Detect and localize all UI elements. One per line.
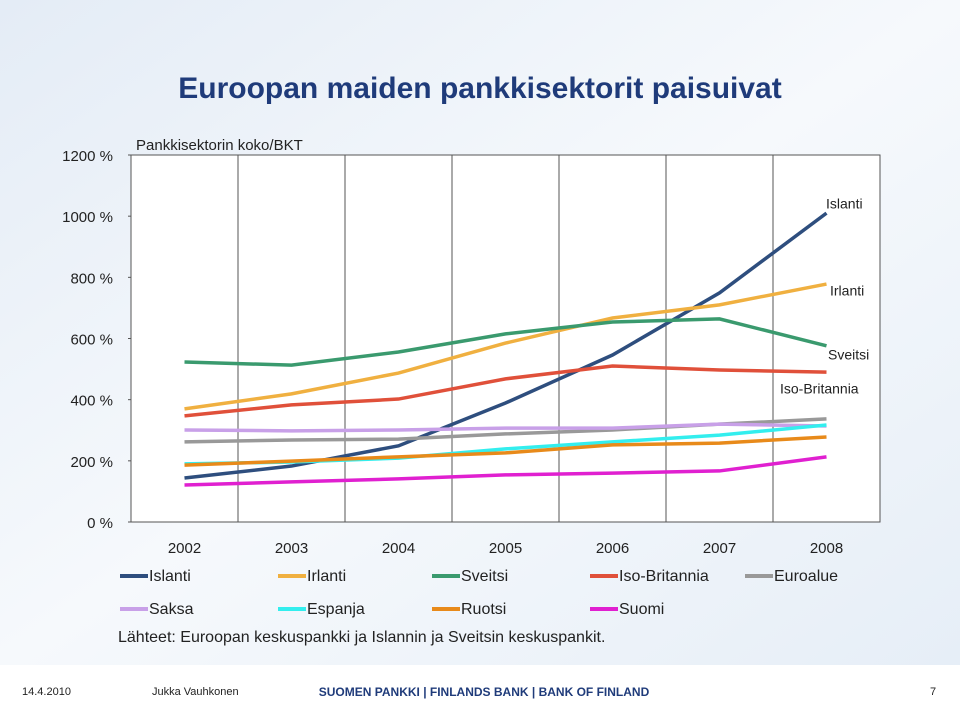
legend-label: Ruotsi <box>461 601 506 618</box>
legend-label: Iso-Britannia <box>619 568 709 585</box>
annotation: Sveitsi <box>828 347 869 363</box>
y-tick-label: 400 % <box>70 393 113 410</box>
legend-label: Irlanti <box>307 568 346 585</box>
subtitle: Pankkisektorin koko/BKT <box>136 137 303 154</box>
y-tick-label: 1000 % <box>62 209 113 226</box>
footer-page: 7 <box>930 686 936 698</box>
legend-label: Suomi <box>619 601 664 618</box>
x-tick-label: 2004 <box>382 540 415 557</box>
annotation: Islanti <box>826 196 863 212</box>
footer-organization: SUOMEN PANKKI | FINLANDS BANK | BANK OF … <box>319 685 650 699</box>
legend-label: Euroalue <box>774 568 838 585</box>
x-tick-label: 2007 <box>703 540 736 557</box>
footer-bar <box>0 665 960 701</box>
chart-title: Euroopan maiden pankkisektorit paisuivat <box>178 72 782 105</box>
y-tick-label: 600 % <box>70 331 113 348</box>
series-line <box>184 211 828 480</box>
y-tick-label: 200 % <box>70 454 113 471</box>
series-line <box>184 435 827 467</box>
source: Lähteet: Euroopan keskuspankki ja Islann… <box>118 629 605 646</box>
x-tick-label: 2008 <box>810 540 843 557</box>
x-tick-label: 2003 <box>275 540 308 557</box>
x-tick-label: 2006 <box>596 540 629 557</box>
legend-label: Sveitsi <box>461 568 508 585</box>
series-line <box>184 455 827 487</box>
x-tick-label: 2005 <box>489 540 522 557</box>
series-line <box>184 317 827 367</box>
footer-date: 14.4.2010 <box>22 686 71 698</box>
footer-author: Jukka Vauhkonen <box>152 686 239 698</box>
legend-label: Islanti <box>149 568 191 585</box>
annotation: Iso-Britannia <box>780 381 859 397</box>
legend-label: Saksa <box>149 601 194 618</box>
annotation: Irlanti <box>830 283 864 299</box>
y-tick-label: 0 % <box>87 515 113 532</box>
series-line <box>184 422 827 433</box>
series-line <box>184 282 827 411</box>
legend-label: Espanja <box>307 601 365 618</box>
y-tick-label: 800 % <box>70 270 113 287</box>
series-line <box>184 364 827 418</box>
y-tick-label: 1200 % <box>62 148 113 165</box>
plot-area <box>130 154 881 523</box>
x-tick-label: 2002 <box>168 540 201 557</box>
